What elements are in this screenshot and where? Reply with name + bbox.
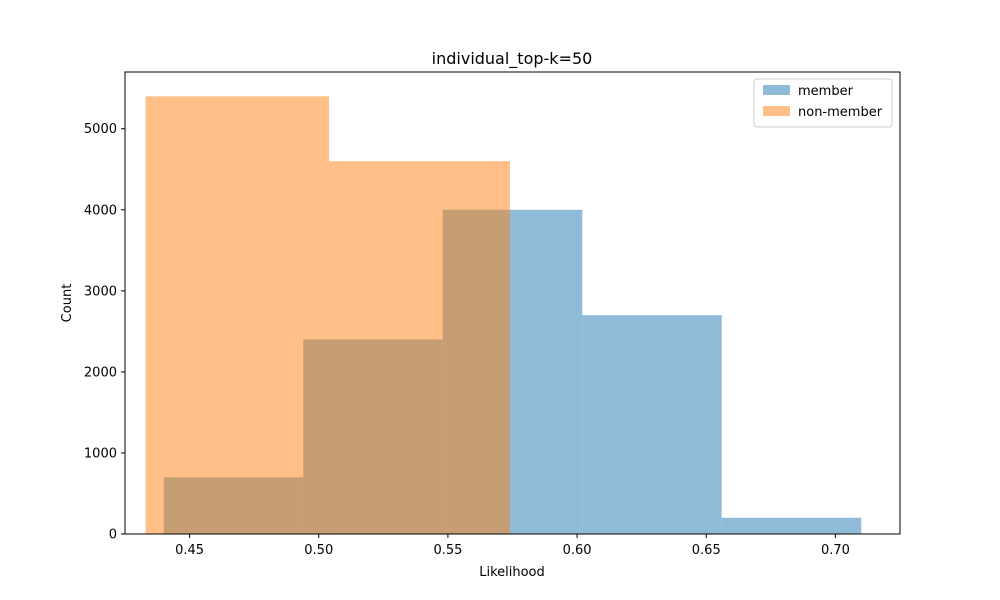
- x-axis: 0.45 0.50 0.55 0.60 0.65 0.70: [175, 534, 850, 558]
- x-tick-label-2: 0.55: [433, 543, 462, 558]
- x-tick-label-1: 0.50: [304, 543, 333, 558]
- x-tick-label-5: 0.70: [821, 543, 850, 558]
- legend-swatch-member: [763, 85, 790, 95]
- y-axis-label: Count: [60, 284, 75, 323]
- plot-frame: [124, 71, 901, 535]
- y-tick-label-4: 4000: [84, 203, 117, 218]
- chart-title: individual_top-k=50: [432, 49, 593, 69]
- bar-non-member-0: [145, 96, 330, 534]
- x-axis-label: Likelihood: [479, 565, 545, 580]
- legend-label-non-member: non-member: [798, 105, 883, 120]
- x-tick-label-4: 0.65: [692, 543, 721, 558]
- legend: member non-member: [753, 78, 893, 128]
- bars-layer: [145, 96, 862, 534]
- y-tick-label-5: 5000: [84, 122, 117, 137]
- legend-swatch-non-member: [763, 106, 790, 116]
- legend-label-member: member: [798, 84, 854, 99]
- bar-member-4: [721, 517, 862, 534]
- y-tick-label-0: 0: [109, 528, 117, 543]
- x-tick-label-0: 0.45: [175, 543, 204, 558]
- y-axis: 0 1000 2000 3000 4000 5000: [84, 122, 125, 543]
- bar-member-3: [582, 315, 722, 534]
- y-tick-label-1: 1000: [84, 446, 117, 461]
- y-tick-label-2: 2000: [84, 365, 117, 380]
- x-tick-label-3: 0.60: [563, 543, 592, 558]
- y-tick-label-3: 3000: [84, 284, 117, 299]
- bar-non-member-1: [329, 161, 510, 534]
